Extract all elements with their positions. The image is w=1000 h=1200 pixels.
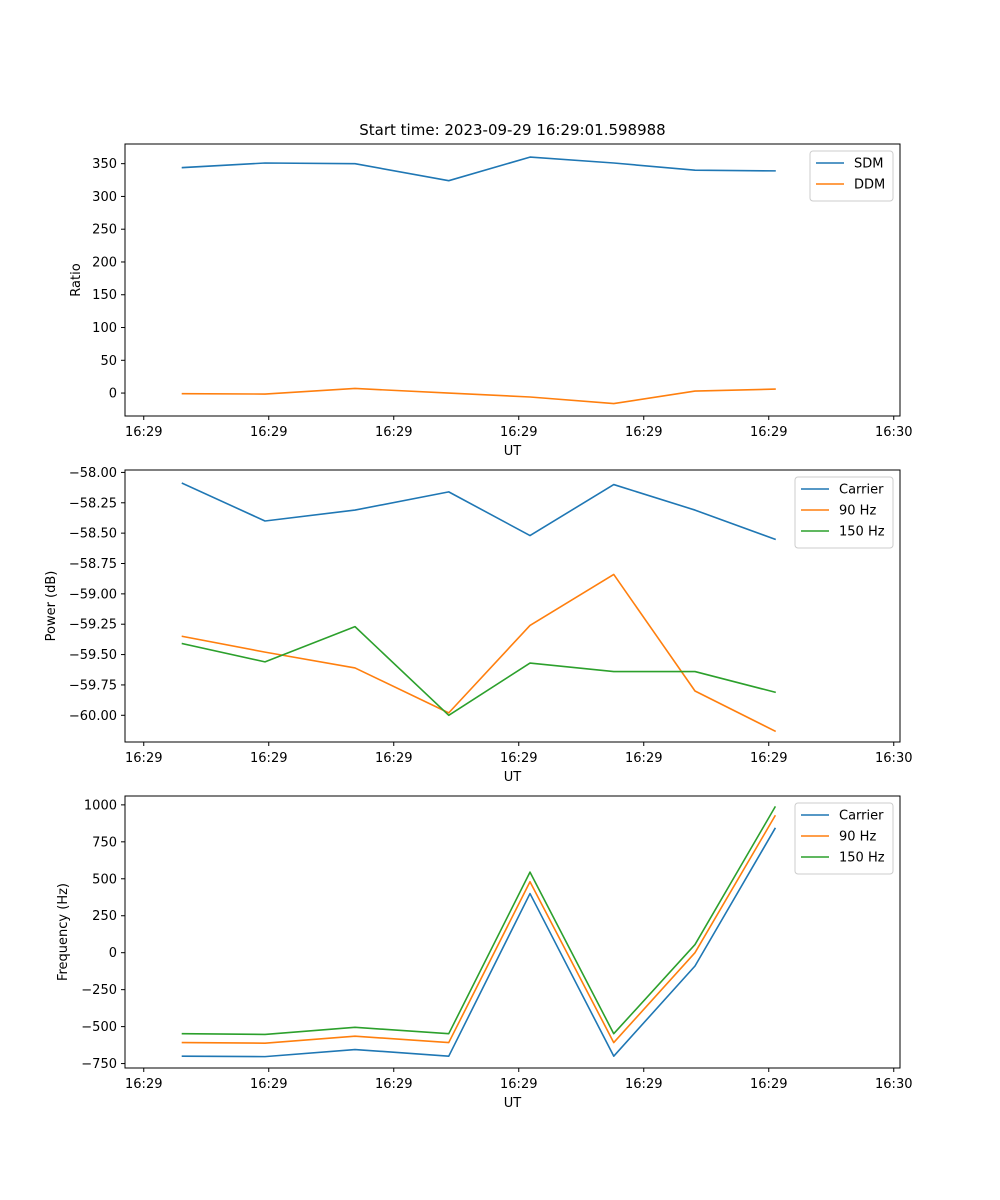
x-tick-label: 16:29 — [375, 1077, 412, 1092]
series-line-150-hz — [181, 805, 777, 1036]
y-tick-label: 50 — [100, 354, 117, 369]
x-tick-label: 16:29 — [500, 1077, 537, 1092]
x-axis-label: UT — [504, 1096, 522, 1111]
y-axis-label: Frequency (Hz) — [56, 883, 71, 981]
legend-label: DDM — [854, 178, 885, 193]
x-tick-label: 16:29 — [750, 1077, 787, 1092]
chart-panel-3: 16:29 16:29 16:29 16:29 16:29 16:29 16:30 −750 −… — [56, 795, 912, 1111]
x-tick-label: 16:29 — [625, 425, 662, 440]
legend-label: SDM — [854, 157, 883, 172]
chart-panel-1: 16:29 16:29 16:29 16:29 16:29 16:29 16:30 0 50 10… — [69, 121, 912, 459]
x-tick-label: 16:30 — [875, 425, 912, 440]
x-tick-label: 16:30 — [875, 751, 912, 766]
x-tick-label: 16:29 — [625, 751, 662, 766]
x-axis-label: UT — [504, 770, 522, 785]
y-tick-label: −58.75 — [69, 557, 117, 572]
x-tick-label: 16:29 — [750, 425, 787, 440]
y-tick-label: 300 — [92, 190, 117, 205]
y-tick-label: 250 — [92, 909, 117, 924]
legend-label: 150 Hz — [839, 525, 885, 540]
y-tick-label: −58.00 — [69, 466, 117, 481]
y-tick-label: −58.25 — [69, 496, 117, 511]
x-tick-label: 16:29 — [750, 751, 787, 766]
x-tick-label: 16:29 — [125, 1077, 162, 1092]
y-tick-label: 500 — [92, 872, 117, 887]
y-tick-label: 200 — [92, 255, 117, 270]
y-tick-label: 1000 — [84, 798, 117, 813]
y-tick-label: −250 — [81, 983, 117, 998]
y-tick-label: 0 — [109, 387, 117, 402]
axes-frame — [124, 795, 901, 1069]
x-tick-label: 16:29 — [375, 751, 412, 766]
axes-frame — [124, 469, 901, 743]
y-tick-label: −59.00 — [69, 587, 117, 602]
legend-label: Carrier — [839, 483, 884, 498]
y-tick-label: −750 — [81, 1057, 117, 1072]
series-line-ddm — [181, 387, 776, 405]
y-tick-label: −59.50 — [69, 648, 117, 663]
legend-label: 150 Hz — [839, 851, 885, 866]
series-line-carrier — [181, 482, 777, 541]
legend-label: Carrier — [839, 809, 884, 824]
legend-label: 90 Hz — [839, 504, 876, 519]
x-tick-label: 16:29 — [125, 425, 162, 440]
x-tick-label: 16:29 — [250, 425, 287, 440]
y-axis-label: Ratio — [69, 263, 84, 296]
series-line-150-hz — [181, 625, 776, 717]
series-line-sdm — [181, 156, 776, 182]
x-tick-label: 16:29 — [125, 751, 162, 766]
y-axis-label: Power (dB) — [44, 571, 59, 642]
legend: Carrier 90 Hz 150 Hz — [794, 802, 894, 875]
y-tick-label: −58.50 — [69, 527, 117, 542]
y-tick-label: −60.00 — [69, 709, 117, 724]
y-tick-label: −59.75 — [69, 678, 117, 693]
y-tick-label: 150 — [92, 288, 117, 303]
y-tick-label: 100 — [92, 321, 117, 336]
x-tick-label: 16:29 — [375, 425, 412, 440]
x-tick-label: 16:30 — [875, 1077, 912, 1092]
series-line-carrier — [181, 827, 777, 1058]
x-tick-label: 16:29 — [250, 1077, 287, 1092]
legend-label: 90 Hz — [839, 830, 876, 845]
y-tick-label: −500 — [81, 1020, 117, 1035]
legend: Carrier 90 Hz 150 Hz — [794, 476, 894, 549]
y-tick-label: 750 — [92, 835, 117, 850]
legend: SDM DDM — [809, 150, 894, 202]
series-line-90-hz — [181, 814, 777, 1044]
x-tick-label: 16:29 — [625, 1077, 662, 1092]
x-tick-label: 16:29 — [250, 751, 287, 766]
x-axis-label: UT — [504, 444, 522, 459]
chart-title: Start time: 2023-09-29 16:29:01.598988 — [359, 121, 665, 139]
y-tick-label: 350 — [92, 157, 117, 172]
y-tick-label: 250 — [92, 223, 117, 238]
y-tick-label: 0 — [109, 946, 117, 961]
x-tick-label: 16:29 — [500, 425, 537, 440]
y-tick-label: −59.25 — [69, 618, 117, 633]
chart-panel-2: 16:29 16:29 16:29 16:29 16:29 16:29 16:30 −60.0… — [44, 466, 912, 785]
axes-frame — [124, 143, 901, 417]
x-tick-label: 16:29 — [500, 751, 537, 766]
